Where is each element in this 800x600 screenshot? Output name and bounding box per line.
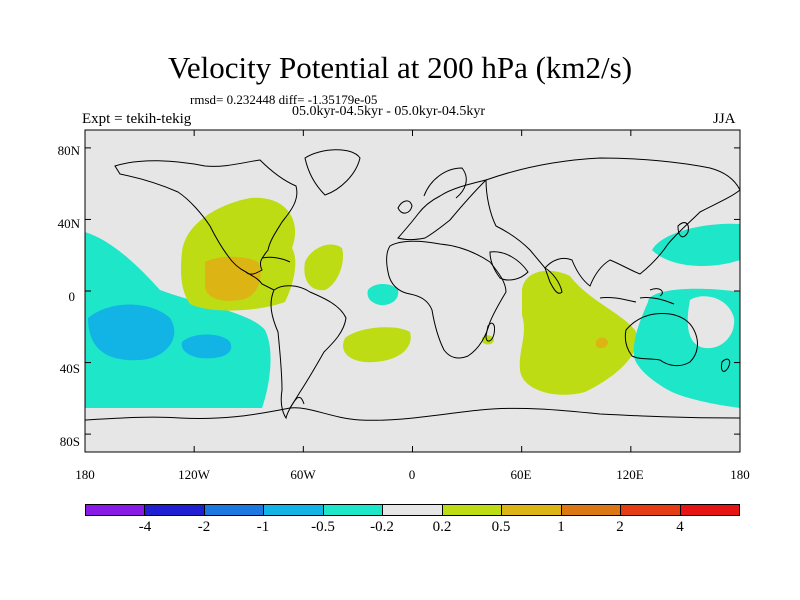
region-indian-ocean-positive [519,270,638,395]
colorbar-segment [621,505,681,515]
coastline-africa [386,240,507,359]
colorbar-label: -2 [197,519,211,535]
lon-label-120e: 120E [616,467,644,482]
colorbar-label: -0.2 [370,519,394,535]
colorbar-label: 4 [676,519,684,535]
colorbar-label: 0.5 [491,519,511,535]
coastline-north-america [114,159,298,275]
coastline-japan [677,222,689,238]
coastline-madagascar [485,322,495,342]
coastline-indonesia [599,288,675,305]
colorbar-label: 2 [616,519,624,535]
region-south-pacific-core [88,304,175,361]
coastline-new-zealand [721,358,731,372]
coastline-scandinavia [423,167,467,199]
colorbar-label: -4 [138,519,152,535]
coastline-british-isles [397,200,413,214]
colorbar-segment [442,505,503,515]
lon-label-0: 0 [408,467,416,482]
axis-ticks [84,130,741,452]
colorbar-segment [264,505,324,515]
colorbar-segment [86,505,146,515]
colorbar [85,504,740,516]
lat-label-40s: 40S [59,361,80,376]
colorbar-segment [145,505,205,515]
coastline-central-america [245,271,275,291]
coastline-australia [624,313,698,367]
coastline-antarctica [85,407,740,421]
region-pacific-core-east [181,334,232,359]
colorbar-label: 1 [557,519,565,535]
experiment-range-label: 05.0kyr-04.5kyr - 05.0kyr-04.5kyr [292,104,486,119]
season-label: JJA [713,111,736,127]
lon-label-60e: 60E [510,467,532,482]
region-madagascar-positive [482,335,494,345]
region-north-pacific-negative [652,223,740,266]
rmsd-label: rmsd= 0.232448 diff= -1.35179e-05 [190,92,378,107]
chart-title: Velocity Potential at 200 hPa (km2/s) [167,50,633,85]
colorbar-segment [680,505,739,515]
coastlines [85,149,740,421]
colorbar-segment [561,505,622,515]
lon-label-60w: 60W [290,467,316,482]
region-tropical-atlantic-positive [304,244,344,291]
coastline-antarctic-peninsula [289,396,305,409]
colorbar-segment [502,505,562,515]
colorbar-segment [323,505,384,515]
colorbar-label: -0.5 [311,519,335,535]
coastline-south-america [270,285,347,420]
region-indian-ocean-core [596,337,608,349]
coastline-greenland [304,149,361,196]
colorbar-label: 0.2 [432,519,452,535]
lon-label-120w: 120W [178,467,210,482]
shaded-field [85,197,740,408]
colorbar-label: -1 [256,519,270,535]
coastline-arabia [489,251,529,281]
coastline-asia [485,157,740,287]
region-eastern-pacific-core [205,256,261,301]
lat-label-0: 0 [68,289,76,304]
experiment-label: Expt = tekih-tekig [82,111,192,127]
coastline-cuba [261,256,291,263]
region-south-atlantic-positive [343,327,411,363]
colorbar-segment [204,505,265,515]
region-southwest-pacific-gap [687,296,735,349]
lon-label-180e: 180 [730,467,750,482]
lat-label-80n: 80N [57,143,80,158]
lat-label-40n: 40N [57,216,80,231]
region-central-pacific-negative [85,232,271,408]
colorbar-segment [383,505,443,515]
coastline-india [544,266,563,294]
lat-label-80s: 80S [59,434,80,449]
region-equatorial-atlantic-negative [367,284,399,306]
lon-label-180w: 180 [75,467,95,482]
